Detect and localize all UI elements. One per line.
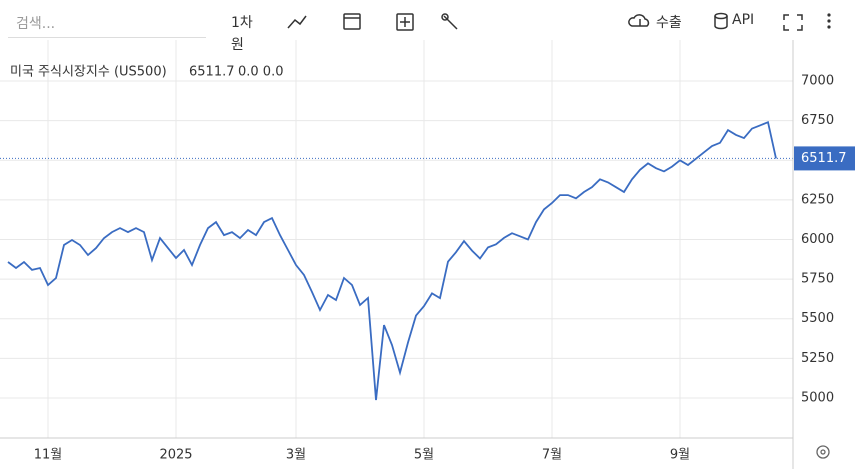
x-tick-label: 11월 xyxy=(34,448,63,463)
y-tick-label: 6750 xyxy=(801,113,834,128)
legend-name: 미국 주식시장지수 (US500) xyxy=(10,65,167,80)
search-input[interactable]: 검색... xyxy=(8,10,206,38)
y-tick-label: 5250 xyxy=(801,351,834,366)
y-tick-label: 7000 xyxy=(801,74,834,89)
last-price-tag xyxy=(794,146,855,171)
settings-icon[interactable] xyxy=(816,445,830,459)
y-tick-label: 5500 xyxy=(801,311,834,326)
menu-icon[interactable] xyxy=(827,13,831,29)
price-line xyxy=(7,120,777,401)
x-tick-label: 5월 xyxy=(414,448,434,463)
x-tick-label: 7월 xyxy=(542,448,562,463)
x-tick-label: 9월 xyxy=(670,448,690,463)
x-tick-label: 2025 xyxy=(159,448,192,463)
legend-value: 6511.7 xyxy=(189,65,235,80)
y-tick-label: 6000 xyxy=(801,232,834,247)
x-tick-label: 3월 xyxy=(286,448,306,463)
range-button[interactable]: 1차원 xyxy=(231,15,253,53)
y-tick-label: 5750 xyxy=(801,272,834,287)
export-button[interactable]: 수출 xyxy=(656,15,682,31)
y-tick-label: 5000 xyxy=(801,390,834,405)
last-price-label: 6511.7 xyxy=(801,151,847,166)
api-button[interactable]: API xyxy=(732,12,755,28)
y-tick-label: 6250 xyxy=(801,192,834,207)
legend-change: 0.0 0.0 xyxy=(238,65,283,80)
toolbar-icons[interactable] xyxy=(287,12,803,31)
